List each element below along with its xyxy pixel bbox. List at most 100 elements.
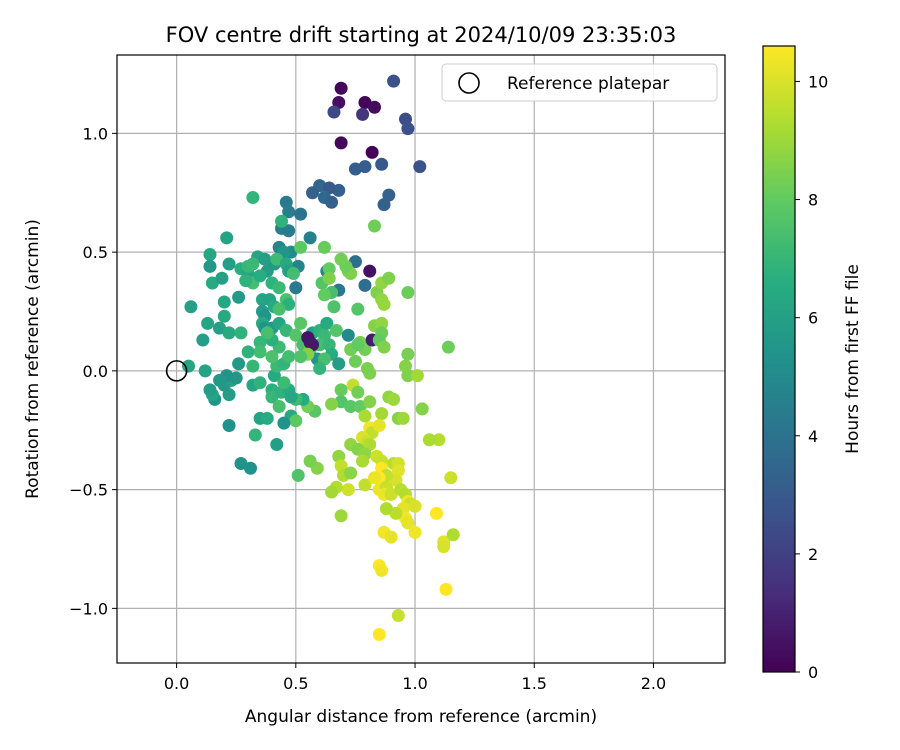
- data-point: [387, 74, 401, 88]
- data-point: [303, 231, 317, 245]
- data-point: [294, 240, 308, 254]
- data-point: [217, 295, 231, 309]
- data-point: [220, 231, 234, 245]
- data-point: [415, 402, 429, 416]
- data-point: [329, 324, 343, 337]
- data-point: [375, 316, 389, 330]
- data-point: [282, 350, 296, 364]
- data-point: [408, 499, 422, 513]
- colorbar-tick-label: 8: [808, 191, 818, 210]
- data-point: [327, 300, 341, 314]
- data-point: [317, 240, 331, 254]
- data-point: [203, 248, 217, 261]
- chart-title: FOV centre drift starting at 2024/10/09 …: [166, 23, 677, 47]
- colorbar-tick-label: 10: [808, 72, 828, 91]
- data-point: [322, 262, 336, 276]
- data-point: [372, 419, 386, 432]
- data-point: [246, 191, 260, 204]
- data-point: [379, 502, 393, 516]
- x-axis-label: Angular distance from reference (arcmin): [245, 707, 597, 727]
- data-point: [360, 362, 374, 375]
- data-point: [429, 506, 443, 520]
- data-point: [334, 252, 348, 266]
- data-point: [275, 214, 289, 228]
- colorbar-tick-label: 4: [808, 427, 818, 446]
- data-point: [441, 340, 455, 354]
- data-point: [325, 485, 339, 499]
- data-point: [344, 466, 358, 480]
- data-point: [284, 390, 298, 404]
- y-tick-label: 0.5: [83, 243, 108, 262]
- data-point: [246, 257, 260, 271]
- data-point: [401, 286, 415, 299]
- data-point: [222, 257, 236, 271]
- data-point: [356, 454, 370, 468]
- data-point: [198, 364, 212, 378]
- data-point: [334, 383, 348, 397]
- data-point: [253, 376, 267, 390]
- y-tick-label: −0.5: [69, 481, 108, 500]
- data-point: [260, 326, 274, 340]
- data-point: [253, 335, 267, 349]
- data-point: [265, 350, 279, 364]
- data-point: [375, 407, 389, 421]
- data-point: [377, 297, 391, 311]
- data-point: [272, 281, 286, 295]
- plot-area-frame: [116, 54, 726, 664]
- data-point: [289, 281, 303, 295]
- data-point: [348, 354, 362, 368]
- colorbar-tick-label: 6: [808, 309, 818, 328]
- data-point: [401, 516, 415, 530]
- data-point: [401, 369, 415, 383]
- data-point: [291, 468, 305, 482]
- data-point: [289, 328, 303, 342]
- data-point: [215, 271, 229, 285]
- x-tick-label: 1.5: [522, 674, 547, 693]
- data-point: [232, 357, 246, 371]
- data-point: [253, 345, 267, 359]
- data-point: [368, 100, 382, 114]
- legend-marker-reference: [458, 72, 480, 94]
- colorbar-tick-label: 0: [808, 663, 818, 682]
- data-point: [368, 219, 382, 233]
- data-point: [341, 328, 355, 342]
- data-point: [432, 433, 446, 447]
- data-point: [358, 278, 372, 292]
- data-point: [286, 267, 300, 280]
- colorbar-ticks: 0 2 4 6 8 10: [795, 72, 828, 682]
- data-point: [239, 274, 253, 288]
- data-point: [282, 205, 296, 219]
- data-point: [422, 433, 436, 447]
- data-point: [222, 419, 236, 432]
- grid-lines: [117, 55, 725, 663]
- x-tick-label: 2.0: [641, 674, 666, 693]
- y-axis-label: Rotation from reference (arcmin): [23, 219, 43, 499]
- colorbar-tick-label: 2: [808, 545, 818, 564]
- data-point: [446, 528, 460, 542]
- data-point: [344, 400, 358, 413]
- data-point: [203, 259, 217, 273]
- data-point: [303, 454, 317, 468]
- colorbar-label: Hours from first FF file: [843, 264, 863, 454]
- data-point: [351, 338, 365, 352]
- x-tick-label: 1.0: [402, 674, 427, 693]
- data-point: [306, 186, 320, 200]
- data-point: [260, 411, 274, 425]
- data-point: [444, 471, 458, 485]
- data-point: [320, 316, 334, 330]
- data-point: [387, 392, 401, 406]
- data-point: [384, 530, 398, 544]
- data-point: [182, 359, 196, 373]
- legend-box: [441, 63, 718, 102]
- data-point: [313, 362, 327, 375]
- data-point: [184, 300, 198, 314]
- data-point: [401, 122, 415, 136]
- y-tick-label: 0.0: [83, 362, 108, 381]
- data-point: [358, 160, 372, 174]
- data-point: [363, 264, 377, 278]
- colorbar: 0 2 4 6 8 10 Hours from first FF file: [762, 45, 863, 682]
- data-points: [182, 74, 460, 641]
- data-point: [382, 271, 396, 285]
- data-point: [332, 357, 346, 371]
- data-point: [375, 563, 389, 577]
